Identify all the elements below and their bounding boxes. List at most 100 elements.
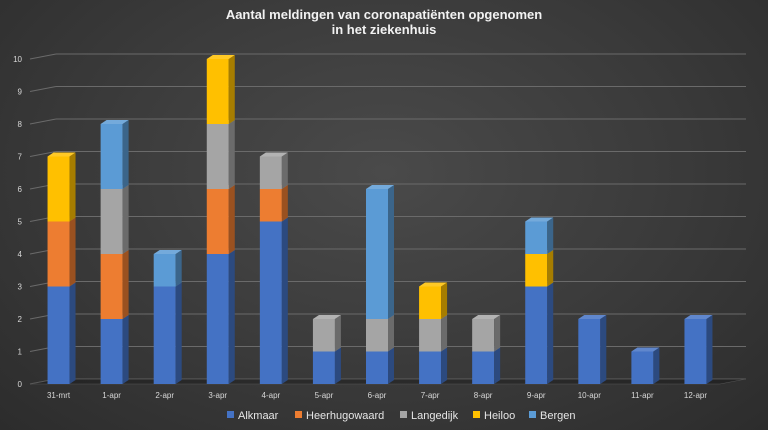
bar-side xyxy=(547,217,554,254)
bar-side xyxy=(69,217,76,287)
bar-front xyxy=(47,286,70,384)
bar-top xyxy=(366,185,394,189)
bar-side xyxy=(388,185,394,319)
bars xyxy=(47,55,713,384)
x-tick-label: 5-apr xyxy=(315,391,334,400)
bar-front xyxy=(419,351,442,384)
bar-front xyxy=(366,351,388,384)
legend-swatch xyxy=(529,411,536,418)
bar-side xyxy=(175,250,182,287)
y-axis: 0 1 2 3 4 5 6 7 8 9 10 xyxy=(13,55,22,389)
bar-front xyxy=(259,156,282,189)
bar-top xyxy=(684,315,713,319)
bar-top xyxy=(419,282,448,287)
bar-side xyxy=(122,315,129,384)
bar-segment xyxy=(153,282,182,384)
y-tick-label: 3 xyxy=(18,283,23,292)
y-tick-label: 9 xyxy=(18,88,23,97)
bar-segment xyxy=(578,315,607,384)
legend-swatch xyxy=(227,411,234,418)
y-tick-label: 0 xyxy=(18,380,23,389)
bar-segment xyxy=(419,282,448,319)
bar-front xyxy=(419,286,442,319)
bar-side xyxy=(547,282,554,384)
bar-segment xyxy=(366,347,394,384)
bar-segment xyxy=(259,217,288,384)
bar-front xyxy=(100,189,123,254)
bar-side xyxy=(228,55,235,124)
bar-segment xyxy=(100,185,129,254)
bar-front xyxy=(206,59,229,124)
bar-front xyxy=(631,351,654,384)
gridline-side xyxy=(29,53,57,60)
bar-segment xyxy=(419,315,448,352)
bar-top xyxy=(100,120,129,124)
legend-swatch xyxy=(473,411,480,418)
bar-front xyxy=(525,254,548,287)
bar-segment xyxy=(631,347,660,384)
bar-side xyxy=(388,347,394,384)
bar-side xyxy=(441,282,448,319)
chart-title-line-2: in het ziekenhuis xyxy=(332,22,437,37)
bar-front xyxy=(100,319,123,384)
bar-top xyxy=(47,152,76,157)
bar-front xyxy=(47,156,70,222)
y-tick-label: 7 xyxy=(18,153,23,162)
bar-front xyxy=(684,319,707,384)
y-tick-label: 8 xyxy=(18,120,23,129)
bar-segment xyxy=(312,347,341,384)
legend-swatch xyxy=(295,411,302,418)
bar-front xyxy=(259,221,282,384)
bar-side xyxy=(122,120,129,189)
bar-segment xyxy=(259,185,288,222)
bar-front xyxy=(47,221,70,287)
bar-side xyxy=(334,347,341,384)
bar-top xyxy=(312,315,341,319)
legend: Alkmaar Heerhugowaard Langedijk Heiloo Berge… xyxy=(227,410,575,422)
bar-side xyxy=(494,315,501,352)
bar-top xyxy=(631,347,660,352)
legend-item: Bergen xyxy=(529,410,575,422)
bar-side xyxy=(706,315,713,384)
chart-title-line-1: Aantal meldingen van coronapatiënten opg… xyxy=(226,7,542,22)
y-tick-label: 6 xyxy=(18,185,23,194)
x-tick-label: 11-apr xyxy=(631,391,654,400)
bar-front xyxy=(472,319,495,352)
bar-segment xyxy=(47,217,76,287)
y-tick-label: 2 xyxy=(18,315,23,324)
bar-top xyxy=(259,152,288,157)
bar-segment xyxy=(472,315,501,352)
bar-front xyxy=(153,286,176,384)
bar-front xyxy=(206,124,229,189)
bar-side xyxy=(228,120,235,189)
legend-item: Heiloo xyxy=(473,410,515,422)
bar-top xyxy=(472,315,501,319)
bar-side xyxy=(441,315,448,352)
bar-front xyxy=(419,319,442,352)
x-tick-label: 12-apr xyxy=(684,391,707,400)
bar-segment xyxy=(206,120,235,189)
bar-segment xyxy=(259,152,288,189)
bar-segment xyxy=(472,347,501,384)
bar-front xyxy=(259,189,282,222)
bar-segment xyxy=(47,282,76,384)
bar-top xyxy=(153,250,182,254)
bar-front xyxy=(525,286,548,384)
x-tick-label: 1-apr xyxy=(102,391,121,400)
bar-side xyxy=(281,217,288,384)
gridline-side xyxy=(29,118,57,125)
bar-top xyxy=(206,55,235,59)
bar-front xyxy=(525,221,548,254)
bar-segment xyxy=(525,282,554,384)
x-tick-label: 2-apr xyxy=(155,391,174,400)
bar-segment xyxy=(366,315,394,352)
bar-segment xyxy=(312,315,341,352)
bar-side xyxy=(228,185,235,254)
bar-top xyxy=(525,217,554,222)
bar-segment xyxy=(525,250,554,287)
bar-side xyxy=(281,185,288,222)
bar-segment xyxy=(206,185,235,254)
bar-side xyxy=(122,185,129,254)
bar-front xyxy=(206,189,229,254)
legend-label: Alkmaar xyxy=(238,410,279,422)
